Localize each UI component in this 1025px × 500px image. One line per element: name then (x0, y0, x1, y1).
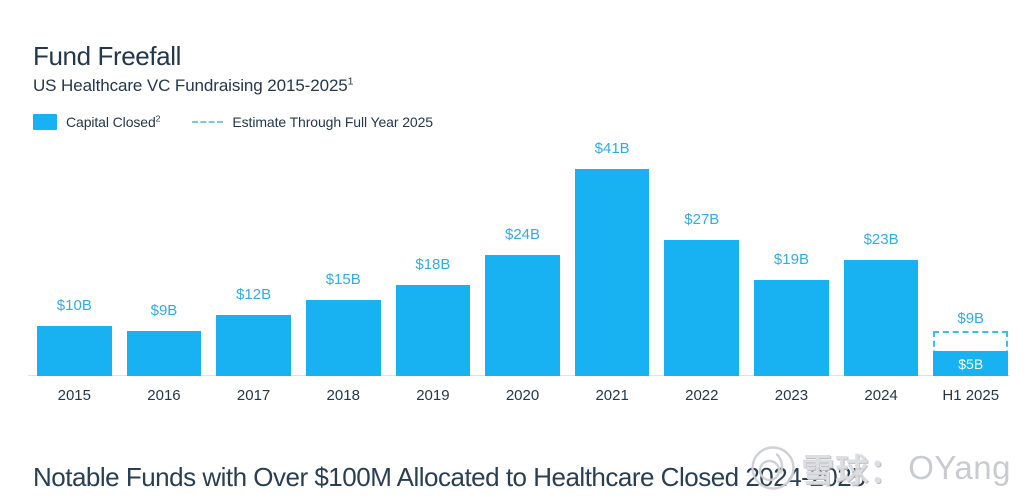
bar-column: $9B (126, 302, 202, 376)
estimate-dashed-box: $5B (933, 331, 1009, 376)
bar-value-label: $9B (150, 302, 178, 319)
subtitle-footnote-marker: 1 (347, 75, 354, 88)
x-axis-label: 2024 (864, 387, 898, 404)
bar-value-label: $19B (773, 251, 809, 268)
bar-value-label: $12B (236, 286, 272, 303)
x-axis-label: 2022 (685, 387, 719, 404)
bar-chart: $10B $9B $12B $15B $18B $24B $41B $27B $19B $23B $… (28, 0, 1010, 410)
bar-column: $23B (843, 231, 919, 376)
bars-area: $10B $9B $12B $15B $18B $24B $41B $27B $19B $23B $… (37, 0, 1009, 376)
watermark-cjk-text: 雪球： (801, 452, 904, 489)
bar (305, 300, 381, 376)
x-axis-labels: 2015 2016 2017 2018 2019 2020 2021 2022 2023 2024… (37, 387, 1008, 404)
chart-legend: Capital Closed2 Estimate Through Full Ye… (33, 113, 433, 131)
chart-subtitle: US Healthcare VC Fundraising 2015-20251 (33, 75, 354, 95)
x-axis-label: 2016 (147, 387, 181, 404)
bar-column: $19B (754, 251, 829, 376)
bar-column: $41B (574, 140, 650, 376)
chart-header: Fund Freefall US Healthcare VC Fundraisi… (33, 41, 354, 96)
bar-column: $9B $5B (933, 310, 1009, 376)
bar (754, 280, 829, 376)
capital-closed-swatch-icon (33, 114, 57, 130)
bar (485, 255, 560, 376)
bar-value-label: $18B (415, 256, 451, 273)
bar-value-label: $24B (505, 226, 541, 243)
watermark: 雪球： OYang (750, 444, 1011, 492)
x-axis-label: 2019 (416, 387, 450, 404)
bar-value-label: $10B (56, 297, 92, 314)
bar-value-label: $23B (863, 231, 899, 248)
bar (37, 326, 112, 376)
x-axis-label: 2023 (774, 387, 809, 404)
x-axis-label: 2020 (505, 387, 540, 404)
bar-value-label: $41B (594, 140, 630, 157)
bar (843, 260, 919, 376)
x-axis-label: 2015 (57, 387, 91, 404)
x-axis-label: 2018 (326, 387, 360, 404)
bar (664, 240, 740, 376)
bar-value-label: $27B (684, 211, 720, 228)
bar-value-label: $9B (957, 310, 985, 327)
x-axis-label: H1 2025 (942, 387, 1000, 404)
xueqiu-logo-icon (751, 446, 795, 490)
legend-capital-closed-label: Capital Closed2 (66, 113, 161, 130)
page-title: Fund Freefall (33, 41, 181, 71)
bar (216, 315, 291, 376)
bar-column: $15B (305, 271, 381, 376)
bar-value-label: $15B (325, 271, 361, 288)
estimate-dashed-line-icon (192, 121, 224, 123)
bar (395, 285, 471, 376)
bar-column: $10B (37, 297, 112, 376)
x-axis-label: 2017 (236, 387, 271, 404)
estimate-fill-bar: $5B (933, 351, 1009, 376)
legend-estimate-label: Estimate Through Full Year 2025 (232, 114, 433, 130)
bar-column: $18B (395, 256, 471, 376)
legend-footnote-marker: 2 (155, 113, 161, 124)
section-heading: Notable Funds with Over $100M Allocated … (33, 462, 866, 492)
bar-column: $27B (664, 211, 740, 376)
bar-column: $12B (216, 286, 291, 376)
x-axis-label: 2021 (595, 387, 629, 404)
bar (574, 169, 650, 376)
bar (126, 331, 202, 376)
bar-column: $24B (485, 226, 560, 376)
watermark-latin-text: OYang (908, 449, 1011, 486)
